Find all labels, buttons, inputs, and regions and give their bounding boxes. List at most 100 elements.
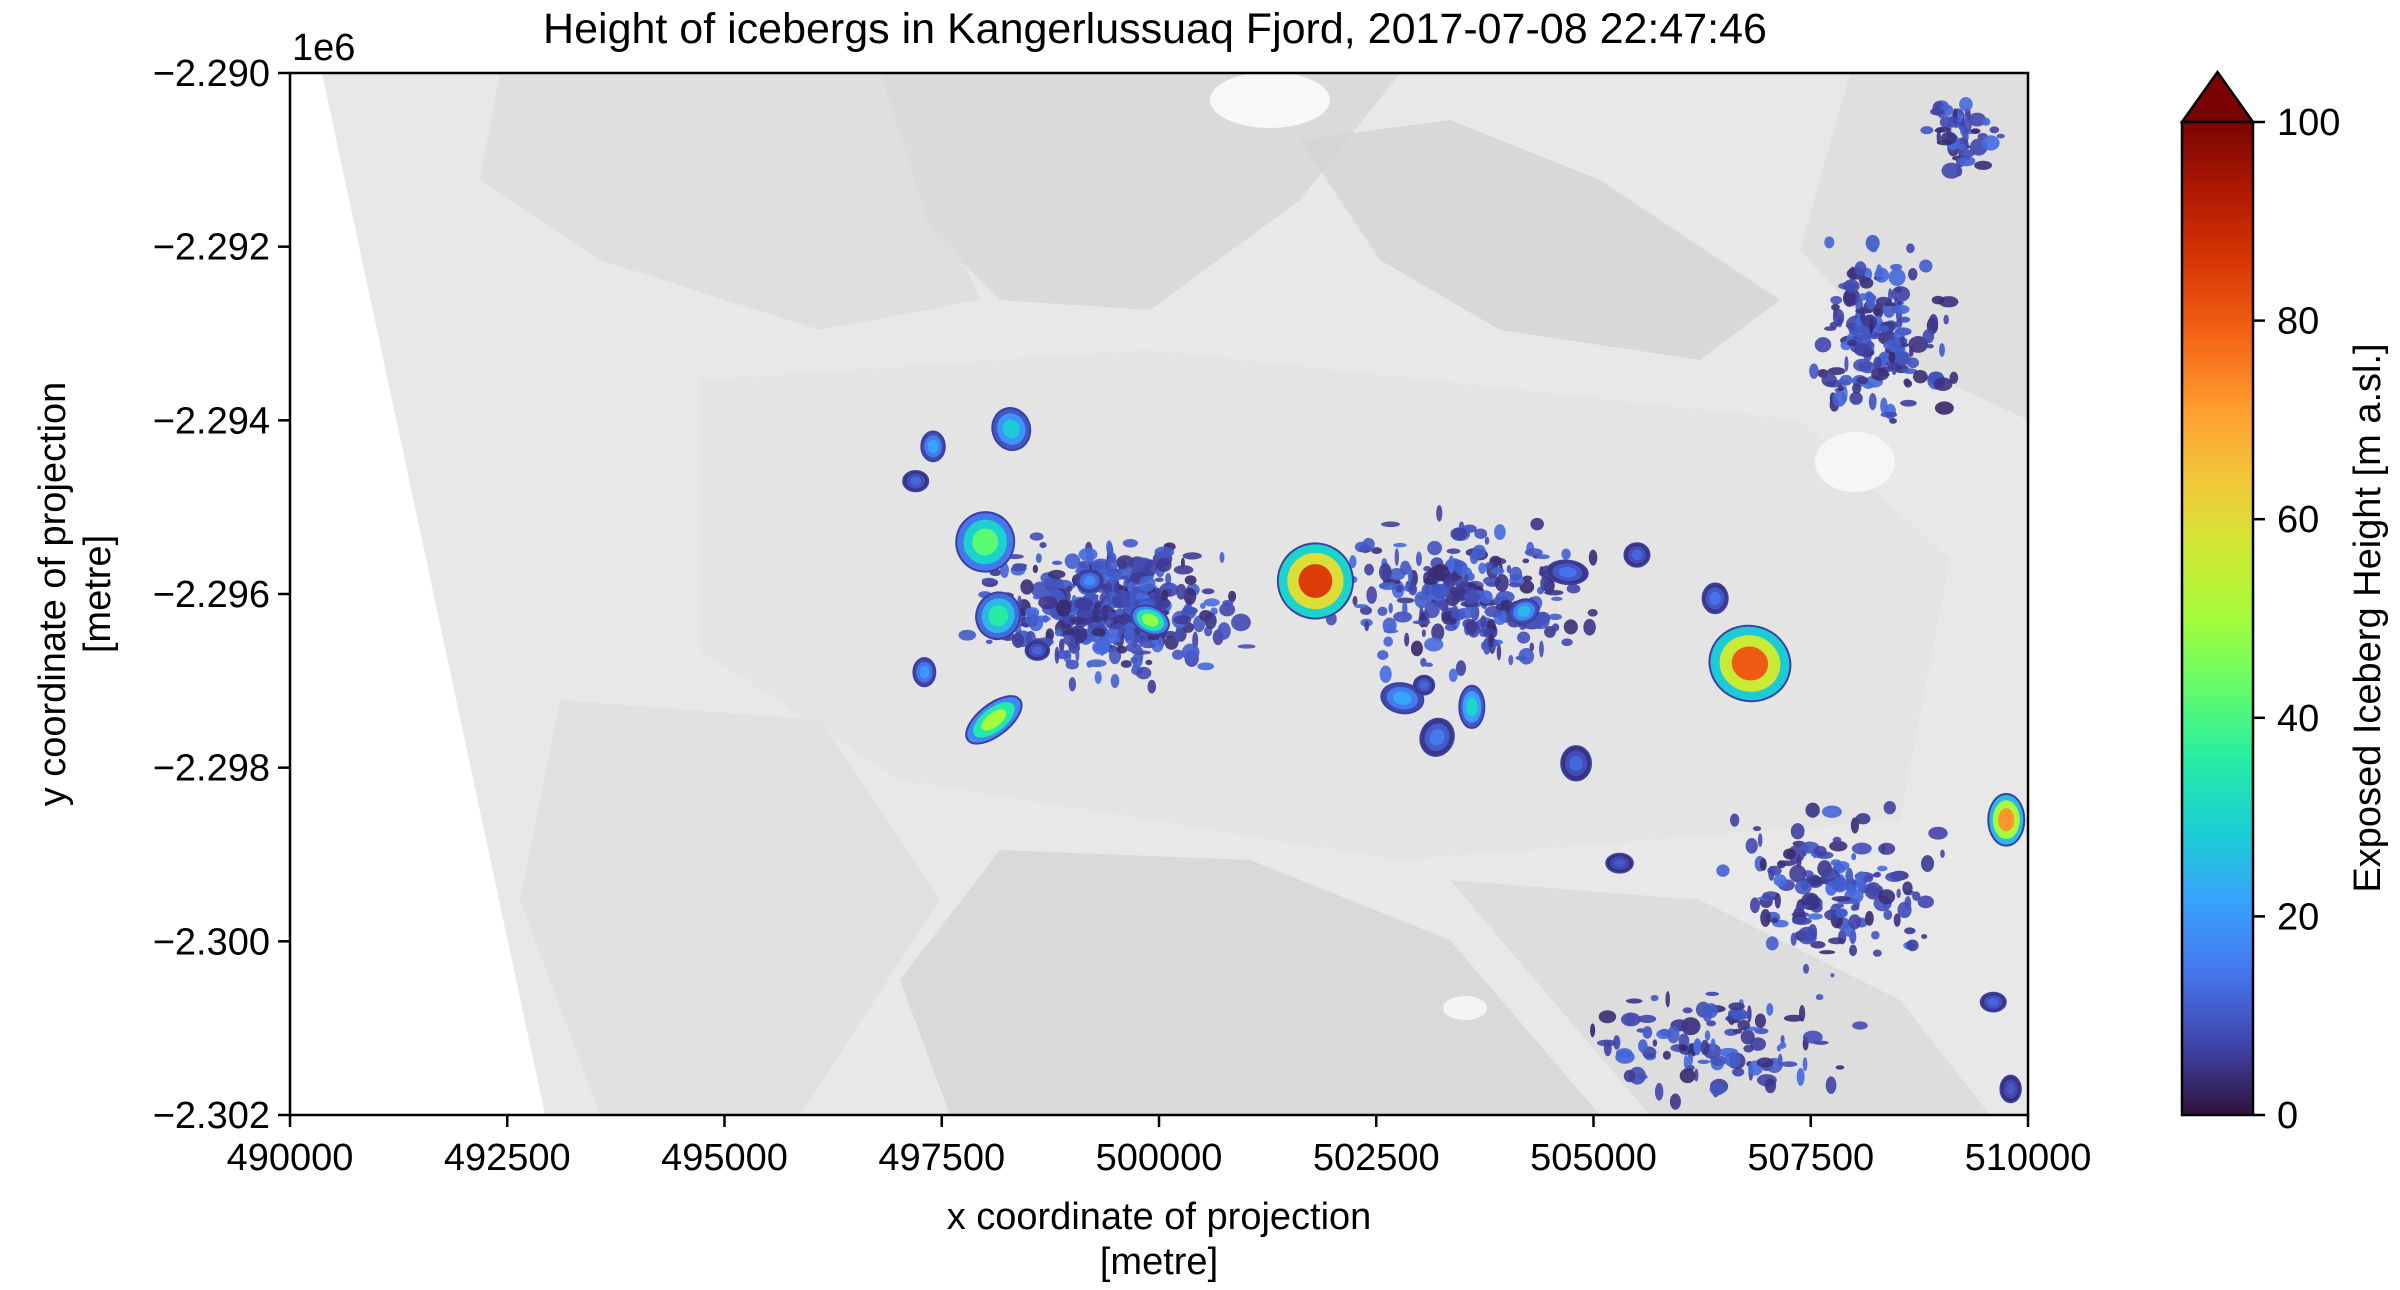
iceberg-small <box>1431 623 1445 642</box>
iceberg-small <box>1066 585 1073 592</box>
iceberg-small <box>1919 259 1933 273</box>
iceberg-small <box>1854 261 1867 276</box>
iceberg-small <box>1410 640 1423 657</box>
iceberg-small <box>1832 836 1842 844</box>
iceberg-peak <box>1419 680 1429 690</box>
iceberg-small <box>1474 528 1488 539</box>
iceberg-small <box>1873 302 1884 319</box>
iceberg-small <box>1893 913 1901 927</box>
plot-area <box>290 73 2028 1115</box>
iceberg-small <box>1536 554 1550 560</box>
iceberg-small <box>1728 1002 1745 1011</box>
iceberg-small <box>1222 599 1234 607</box>
iceberg-small <box>1904 379 1913 388</box>
iceberg-small <box>1383 629 1399 634</box>
iceberg-small <box>1047 569 1066 579</box>
iceberg-peak <box>910 476 922 486</box>
iceberg-small <box>1989 126 2000 134</box>
iceberg <box>1701 582 1729 615</box>
iceberg-small <box>1883 909 1893 921</box>
colorbar: 0 20 40 60 80 100 Exposed Iceberg Height [m a… <box>2179 69 2389 1137</box>
iceberg-small <box>1354 541 1369 553</box>
iceberg-small <box>1182 552 1202 560</box>
iceberg-small <box>1064 553 1081 570</box>
iceberg-small <box>1902 881 1913 895</box>
iceberg-small <box>1678 1044 1688 1052</box>
iceberg-small <box>1949 116 1960 123</box>
iceberg-small <box>1716 864 1730 877</box>
iceberg-small <box>1484 536 1490 545</box>
iceberg-small <box>1909 345 1914 357</box>
iceberg-small <box>1896 888 1901 899</box>
iceberg-small <box>1590 1023 1596 1038</box>
iceberg-small <box>1135 666 1152 680</box>
iceberg-small <box>1086 636 1097 642</box>
x-tick-label: 497500 <box>878 1137 1005 1179</box>
y-axis-label: y coordinate of projection <box>32 382 74 807</box>
iceberg-small <box>1929 108 1945 116</box>
iceberg-small <box>1366 586 1377 604</box>
iceberg-small <box>1110 673 1120 689</box>
iceberg-small <box>1906 928 1916 934</box>
iceberg-small <box>1495 612 1503 617</box>
iceberg-small <box>1808 913 1823 920</box>
iceberg <box>920 430 946 463</box>
y-tick-label: −2.300 <box>153 921 270 963</box>
iceberg-small <box>1939 343 1945 357</box>
iceberg-small <box>1424 637 1444 652</box>
iceberg-small <box>1134 594 1151 599</box>
iceberg-small <box>1829 840 1848 852</box>
colorbar-tick-label: 60 <box>2277 499 2319 541</box>
iceberg-small <box>1682 1007 1693 1014</box>
iceberg-peak <box>988 605 1009 627</box>
iceberg-small <box>1920 855 1935 872</box>
iceberg-small <box>1217 622 1231 640</box>
iceberg-small <box>1371 547 1383 555</box>
iceberg-small <box>1850 904 1858 911</box>
iceberg-small <box>1119 575 1132 580</box>
iceberg-small <box>1173 615 1192 625</box>
iceberg-small <box>1032 595 1043 600</box>
iceberg-small <box>1871 930 1880 940</box>
iceberg-small <box>1364 563 1374 576</box>
iceberg-small <box>1706 1020 1717 1027</box>
iceberg-small <box>1891 362 1898 376</box>
iceberg-small <box>1228 590 1237 603</box>
iceberg-small <box>1472 544 1487 559</box>
iceberg-small <box>1073 597 1094 610</box>
iceberg-small <box>1561 638 1573 647</box>
iceberg-small <box>1171 649 1184 660</box>
iceberg-small <box>1424 662 1434 668</box>
iceberg-small <box>1138 575 1156 592</box>
iceberg-small <box>1054 646 1060 664</box>
iceberg-small <box>1522 575 1533 582</box>
iceberg-peak <box>1032 646 1043 655</box>
iceberg-small <box>1740 1029 1755 1045</box>
iceberg-small <box>1393 542 1407 548</box>
iceberg-small <box>981 577 996 584</box>
iceberg-small <box>1062 634 1076 646</box>
iceberg-small <box>1943 314 1949 325</box>
iceberg-small <box>1827 937 1846 945</box>
iceberg-small <box>1175 626 1181 644</box>
iceberg-small <box>1798 1005 1806 1022</box>
iceberg-small <box>1773 874 1787 887</box>
iceberg-small <box>1379 665 1392 683</box>
iceberg-small <box>1116 645 1128 654</box>
iceberg <box>902 469 930 493</box>
iceberg-small <box>1011 565 1027 572</box>
iceberg-peak <box>1987 997 1999 1007</box>
iceberg-small <box>1106 540 1113 553</box>
iceberg-small <box>1928 826 1948 840</box>
iceberg-small <box>1790 823 1805 840</box>
iceberg-small <box>1830 295 1843 305</box>
iceberg-small <box>1819 950 1836 955</box>
colorbar-tick-label: 20 <box>2277 896 2319 938</box>
iceberg-small <box>1821 373 1837 387</box>
iceberg-peak <box>927 439 939 454</box>
iceberg-small <box>1814 337 1832 353</box>
iceberg-small <box>1848 914 1862 930</box>
iceberg-small <box>1869 889 1879 897</box>
iceberg-small <box>1637 1014 1657 1024</box>
iceberg-small <box>1789 864 1807 883</box>
